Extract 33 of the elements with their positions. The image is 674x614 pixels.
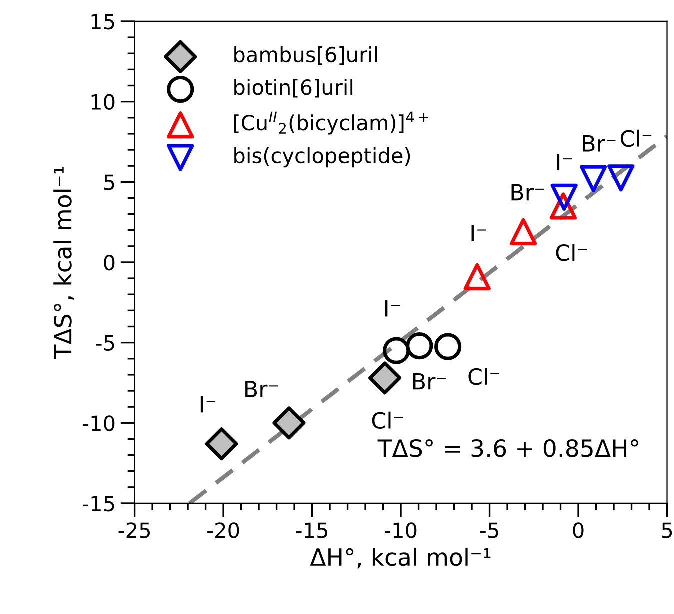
y-axis-title: TΔS°, kcal mol⁻¹ (54, 167, 74, 360)
annotation: I⁻ (200, 396, 216, 413)
y-tick-label: 5 (104, 174, 114, 190)
annotation: Br⁻ (512, 184, 544, 201)
y-tick-label: 10 (92, 94, 115, 110)
x-tick-label: -25 (118, 522, 150, 538)
annotation: I⁻ (385, 300, 400, 317)
annotation: Cl⁻ (372, 412, 404, 430)
annotation: TΔS° = 3.6 + 0.85ΔH° (378, 439, 638, 458)
annotation: Cl⁻ (468, 368, 500, 386)
annotation: Br⁻ (414, 373, 446, 390)
legend-label: bis(cyclopeptide) (234, 147, 410, 168)
y-tick-label: 0 (104, 254, 115, 271)
annotation: Br⁻ (246, 381, 278, 398)
annotation: I⁻ (472, 225, 486, 242)
legend-label: [Cu$^{II}$$_{2}$(bicyclam)]$^{4+}$ (234, 112, 428, 135)
x-tick-label: -5 (480, 522, 498, 538)
x-tick-label: -15 (296, 522, 328, 538)
y-tick-label: 15 (92, 14, 114, 30)
annotation: I⁻ (557, 154, 572, 170)
x-tick-label: 5 (662, 522, 672, 538)
annotation: Br⁻ (583, 136, 616, 152)
x-tick-label: -20 (208, 522, 240, 538)
legend-label: bambus[6]uril (234, 46, 378, 66)
x-tick-label: 0 (573, 522, 584, 538)
annotation: Cl⁻ (556, 244, 587, 262)
y-tick-label: -15 (83, 496, 114, 512)
x-axis-title: ΔH°, kcal mol⁻¹ (310, 548, 491, 569)
x-tick-label: -10 (385, 522, 417, 538)
y-tick-label: -5 (96, 336, 114, 352)
legend-label: biotin[6]uril (234, 79, 353, 98)
annotation: Cl⁻ (620, 130, 652, 148)
y-tick-label: -10 (83, 416, 115, 432)
